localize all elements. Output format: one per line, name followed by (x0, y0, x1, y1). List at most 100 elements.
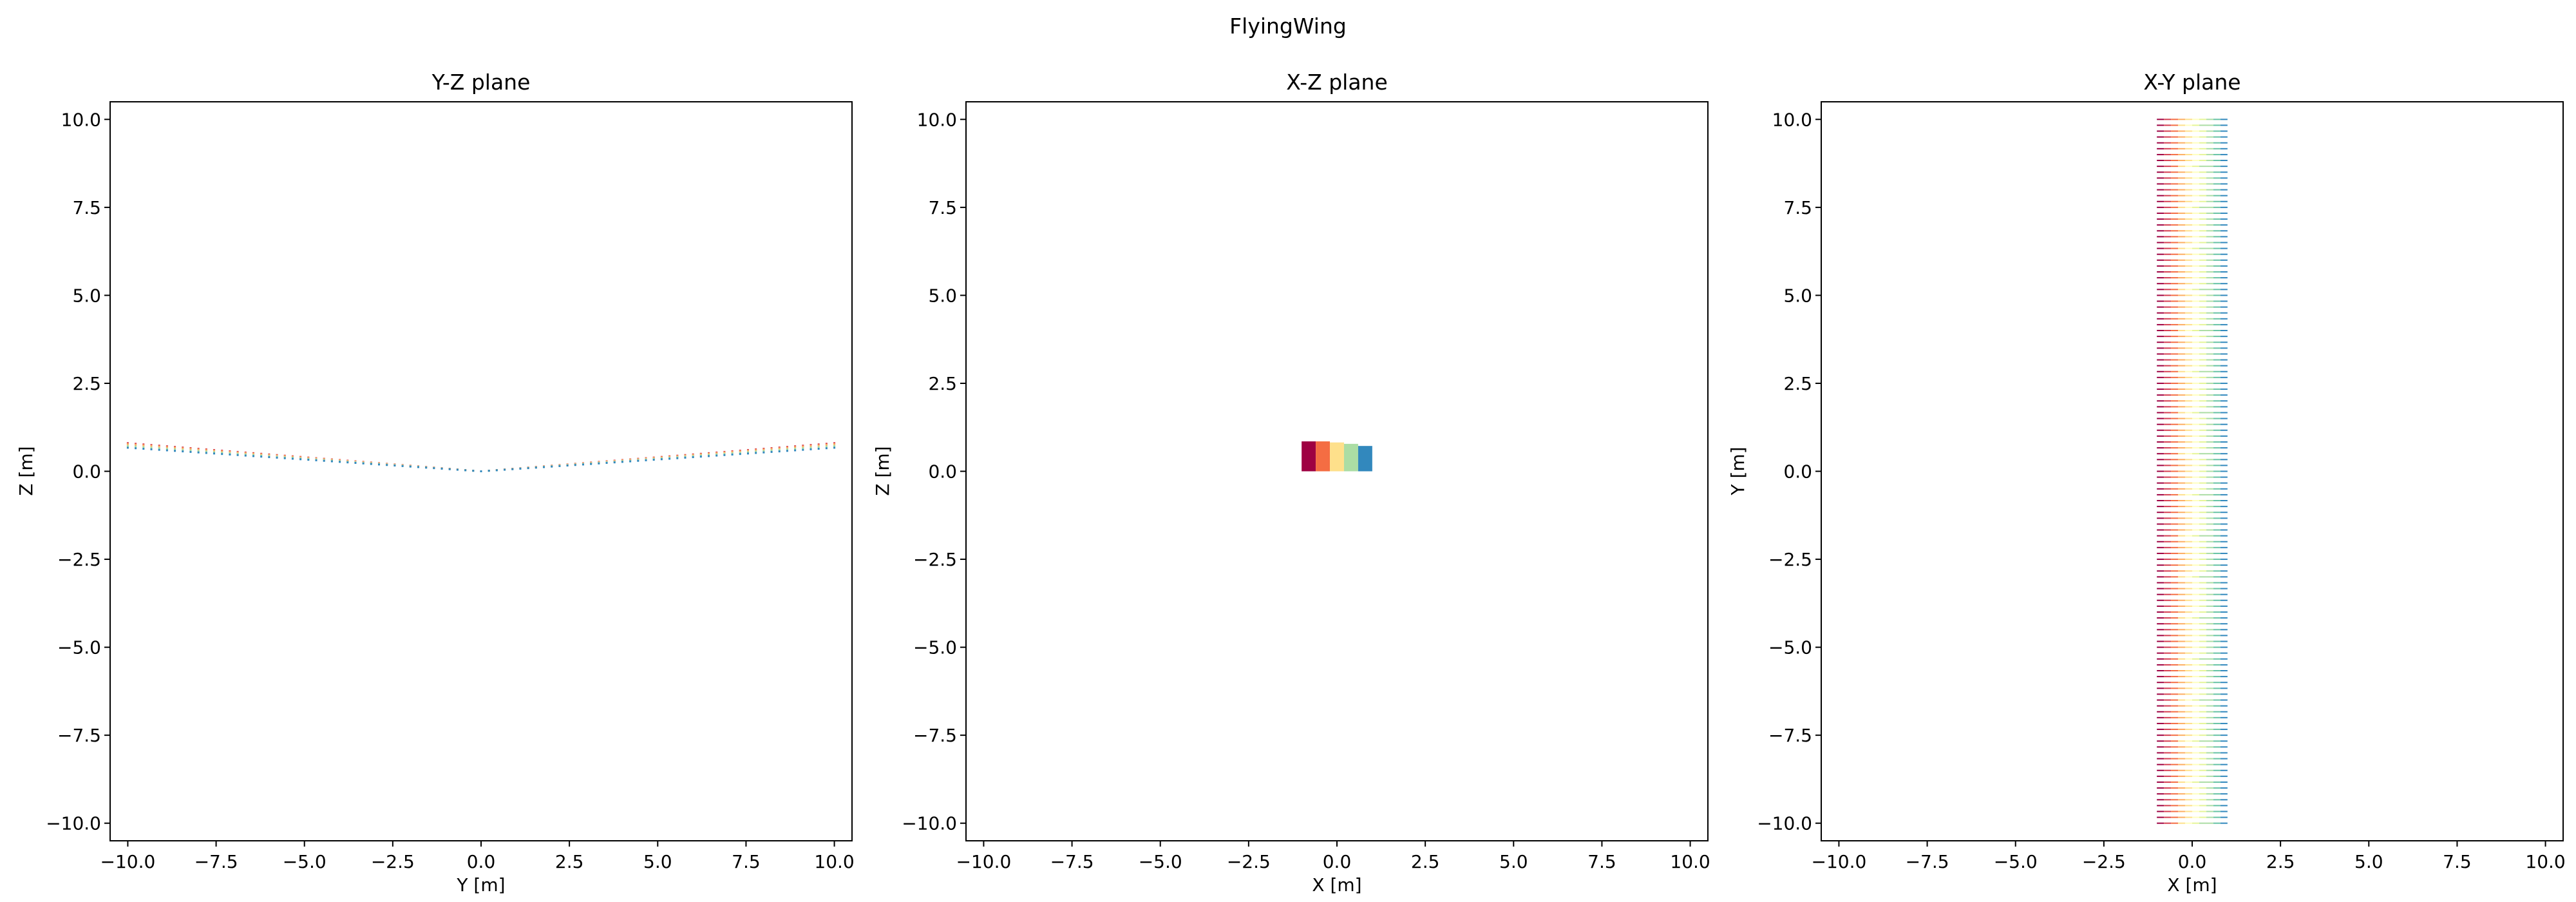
panel-xy-title: X-Y plane (2143, 70, 2240, 95)
x-tick-label: 5.0 (643, 851, 672, 872)
yz-point (150, 448, 153, 450)
yz-point (692, 454, 694, 456)
y-tick-label: −10.0 (46, 813, 101, 834)
yz-point (174, 448, 176, 450)
yz-point (142, 446, 145, 448)
yz-point (354, 461, 357, 464)
yz-point (174, 450, 176, 452)
x-tick-label: 5.0 (2354, 851, 2383, 872)
yz-point (755, 450, 757, 453)
yz-point (794, 449, 797, 452)
yz-point (786, 446, 788, 449)
yz-point (205, 452, 207, 454)
yz-point (590, 463, 592, 465)
y-tick-label: −5.0 (1768, 637, 1812, 658)
yz-point (276, 456, 278, 458)
yz-point (158, 445, 160, 448)
yz-point (511, 468, 514, 470)
x-tick-label: 7.5 (2443, 851, 2472, 872)
yz-point (236, 454, 239, 456)
yz-point (833, 445, 836, 447)
yz-point (629, 460, 632, 463)
yz-point (810, 444, 812, 446)
y-tick-label: −2.5 (57, 549, 101, 570)
yz-point (252, 454, 254, 456)
yz-point (731, 453, 734, 456)
yz-point (260, 453, 263, 456)
x-tick-label: 7.5 (1587, 851, 1616, 872)
figure-title: FlyingWing (1229, 14, 1347, 39)
yz-point (283, 455, 286, 457)
yz-point (746, 451, 749, 454)
yz-point (739, 453, 741, 456)
yz-point (221, 450, 223, 453)
yz-point (723, 452, 726, 455)
y-tick-label: −7.5 (913, 725, 957, 746)
yz-point (299, 458, 302, 461)
yz-point (236, 452, 239, 454)
yz-point (197, 448, 200, 451)
yz-point (558, 465, 561, 467)
panel-xz-xlabel: X [m] (1312, 874, 1361, 896)
yz-point (699, 453, 702, 456)
y-tick-label: 0.0 (928, 461, 957, 483)
yz-point (346, 461, 349, 464)
yz-point (126, 442, 129, 445)
yz-point (229, 453, 231, 456)
yz-point (229, 452, 231, 455)
yz-point (433, 467, 435, 470)
x-tick-label: 0.0 (2178, 851, 2207, 872)
yz-point (135, 445, 137, 448)
yz-point (221, 452, 223, 454)
yz-point (723, 452, 726, 454)
xz-strip (1316, 441, 1331, 472)
yz-point (150, 445, 153, 447)
yz-point (448, 468, 451, 470)
yz-point (126, 445, 129, 447)
panel-xz-marks (1302, 441, 1372, 472)
x-tick-label: 10.0 (814, 851, 854, 872)
panel-xz-title: X-Z plane (1286, 70, 1388, 95)
y-tick-label: −2.5 (913, 549, 957, 570)
yz-point (810, 448, 812, 450)
panel-xy-marks (2157, 119, 2228, 824)
y-tick-label: 2.5 (72, 373, 101, 394)
panel-yz-ylabel: Z [m] (15, 446, 37, 495)
yz-point (637, 459, 639, 462)
panel-xz-ticks: −10.0 −7.5 −5.0 −2.5 0.0 2.5 5.0 7.5 10.0 −10.0 −7… (902, 109, 1710, 872)
yz-point (762, 448, 765, 451)
x-tick-label: −2.5 (2082, 851, 2126, 872)
xz-strip (1358, 446, 1372, 472)
y-tick-label: 0.0 (72, 461, 101, 483)
yz-point (197, 451, 200, 454)
yz-point (598, 462, 600, 465)
yz-point (158, 448, 160, 451)
yz-point (613, 461, 616, 464)
yz-point (645, 459, 647, 461)
yz-point (770, 450, 773, 453)
yz-point (276, 454, 278, 457)
x-tick-label: −5.0 (1139, 851, 1182, 872)
x-tick-label: 2.5 (1411, 851, 1440, 872)
yz-point (150, 446, 153, 449)
yz-point (810, 446, 812, 449)
panel-xy-xlabel: X [m] (2167, 874, 2217, 896)
yz-point (794, 446, 797, 448)
yz-point (833, 443, 836, 445)
yz-point (276, 456, 278, 459)
yz-point (770, 449, 773, 452)
yz-point (401, 465, 404, 467)
yz-point (684, 454, 687, 457)
yz-point (708, 452, 710, 455)
yz-point (739, 450, 741, 453)
yz-point (213, 451, 216, 454)
panel-xz-ylabel: Z [m] (872, 446, 893, 495)
panel-yz-ticks: −10.0 −7.5 −5.0 −2.5 0.0 2.5 5.0 7.5 10.0 −10.0 −7… (46, 109, 855, 872)
yz-point (213, 450, 216, 452)
yz-point (386, 464, 388, 466)
yz-point (802, 448, 804, 451)
yz-point (825, 447, 828, 450)
panel-xy-ylabel: Y [m] (1727, 446, 1748, 495)
yz-point (566, 465, 569, 467)
